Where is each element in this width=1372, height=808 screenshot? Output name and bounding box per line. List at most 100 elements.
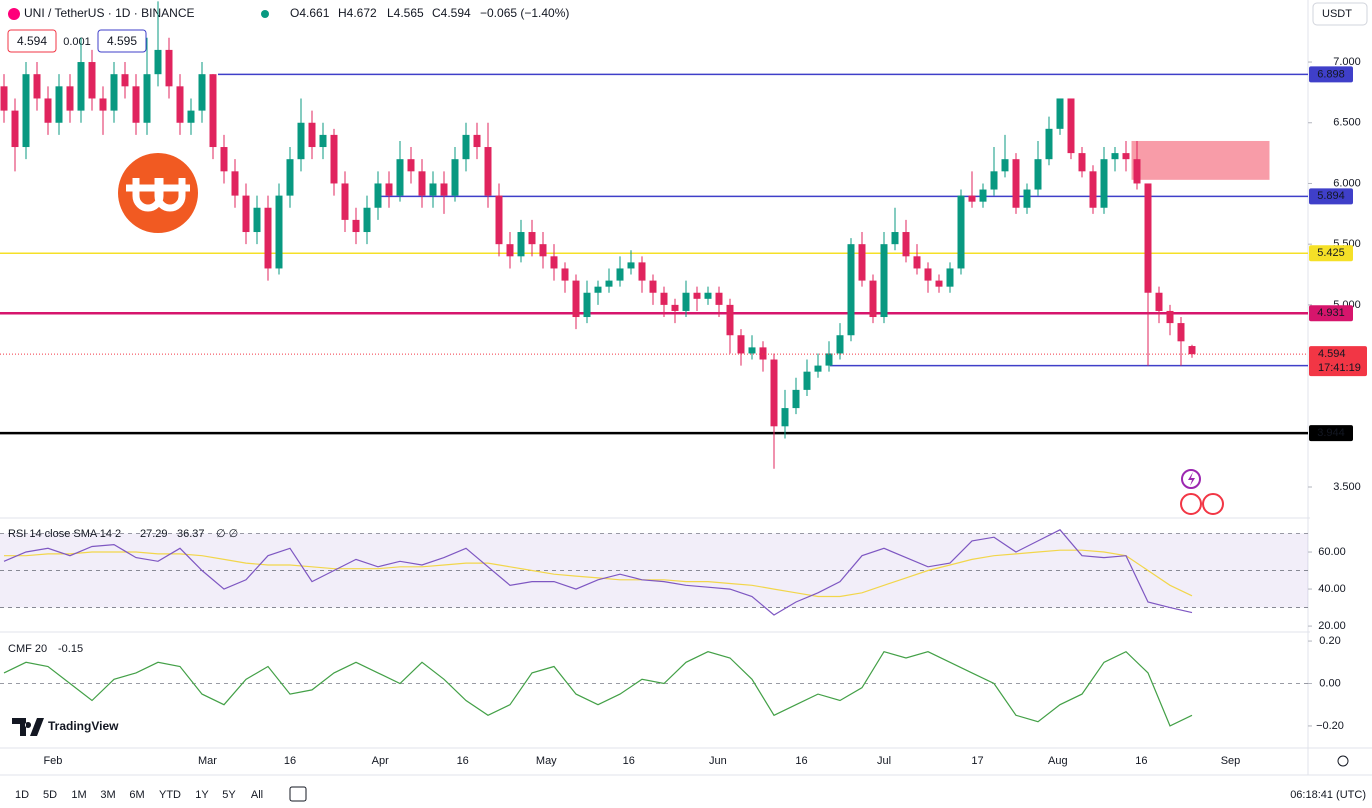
candle-body <box>638 262 646 281</box>
y-tick-label: 60.00 <box>1318 546 1346 558</box>
candle-body <box>143 74 151 123</box>
timeframe-button[interactable]: 5Y <box>222 789 236 801</box>
x-tick-label: Jun <box>709 755 727 767</box>
timeframe-button[interactable]: 1M <box>71 789 86 801</box>
candle-body <box>495 195 503 245</box>
candle-body <box>957 195 965 269</box>
currency-button[interactable] <box>1312 2 1368 26</box>
candle-body <box>1177 323 1185 342</box>
candle-body <box>605 280 613 287</box>
candle-body <box>88 62 96 99</box>
header-value: L4.565 <box>387 6 424 20</box>
candle-body <box>858 244 866 281</box>
price-box[interactable] <box>97 29 147 53</box>
level-label: 5.894 <box>1317 190 1345 202</box>
candle-body <box>792 389 800 409</box>
candle-body <box>396 159 404 196</box>
candle-body <box>319 134 327 148</box>
candle-body <box>440 183 448 196</box>
timeframe-button[interactable]: 1Y <box>195 789 209 801</box>
candle-body <box>0 86 8 111</box>
candle-body <box>616 268 624 281</box>
timeframe-button[interactable]: 3M <box>100 789 115 801</box>
candle-body <box>1188 346 1196 355</box>
candle-body <box>1133 159 1141 184</box>
countdown: 17:41:19 <box>1318 362 1361 374</box>
candle-body <box>429 183 437 196</box>
timeframe-button[interactable]: All <box>251 789 263 801</box>
candle-body <box>583 292 591 318</box>
candle-body <box>132 86 140 123</box>
y-tick-label: 6.000 <box>1333 177 1361 189</box>
candle-body <box>1089 171 1097 208</box>
candle-body <box>935 280 943 287</box>
candle-body <box>1078 153 1086 172</box>
candle-body <box>110 74 118 111</box>
candle-body <box>77 62 85 111</box>
candle-body <box>154 49 162 75</box>
x-tick-label: 16 <box>457 755 469 767</box>
candle-body <box>814 365 822 372</box>
candle-body <box>803 371 811 390</box>
candle-body <box>330 134 338 184</box>
candle-body <box>209 74 217 148</box>
cmf-title: CMF 20 <box>8 643 47 655</box>
candle-body <box>506 244 514 257</box>
timeframe-button[interactable]: 6M <box>129 789 144 801</box>
level-tag <box>1309 425 1353 442</box>
level-tag <box>1309 245 1353 262</box>
candle-body <box>836 335 844 354</box>
y-tick-label: 20.00 <box>1318 620 1346 632</box>
candle-body <box>649 280 657 293</box>
candle-body <box>880 244 888 318</box>
level-label: 6.898 <box>1317 68 1345 80</box>
candle-body <box>363 207 371 233</box>
candle-body <box>462 134 470 160</box>
rsi-sma-line <box>4 549 1193 598</box>
timeframe-button[interactable]: 1D <box>15 789 29 801</box>
x-tick-label: Feb <box>43 755 62 767</box>
candle-body <box>572 280 580 318</box>
rsi-title: RSI 14 close SMA 14 2 <box>8 528 121 540</box>
event-icons <box>1180 469 1224 515</box>
candle-body <box>374 183 382 208</box>
x-tick-label: Apr <box>372 755 389 767</box>
x-tick-label: 16 <box>623 755 635 767</box>
price-box-label: 4.594 <box>17 34 47 48</box>
cmf-value: -0.15 <box>58 643 83 655</box>
candle-body <box>1144 183 1152 293</box>
candle-body <box>1067 98 1075 154</box>
brand-logo <box>118 153 198 233</box>
candle-body <box>1056 98 1064 129</box>
level-label: 3.944 <box>1317 427 1345 439</box>
candle-body <box>1111 153 1119 160</box>
candle-body <box>594 286 602 293</box>
status-dot <box>261 10 269 18</box>
x-tick-label: Jul <box>877 755 891 767</box>
candle-body <box>660 292 668 305</box>
candle-body <box>407 159 415 172</box>
candle-body <box>869 280 877 318</box>
calendar-icon[interactable] <box>289 786 307 802</box>
y-tick-label: 3.500 <box>1333 481 1361 493</box>
candle-body <box>198 74 206 111</box>
symbol-icon <box>8 8 20 20</box>
candle-body <box>770 359 778 427</box>
candle-body <box>737 335 745 354</box>
candle-body <box>451 159 459 196</box>
candle-body <box>781 408 789 427</box>
timeframe-button[interactable]: 5D <box>43 789 57 801</box>
level-tag <box>1309 66 1353 83</box>
candle-body <box>297 122 305 160</box>
settings-icon[interactable] <box>1337 755 1349 767</box>
candle-body <box>1166 310 1174 324</box>
header-value: C4.594 <box>432 6 471 20</box>
currency[interactable]: USDT <box>1322 8 1352 20</box>
timeframe-button[interactable]: YTD <box>159 789 181 801</box>
price-box[interactable] <box>7 29 57 53</box>
level-tag <box>1309 188 1353 205</box>
candle-body <box>473 134 481 148</box>
y-tick-label: 40.00 <box>1318 583 1346 595</box>
candle-body <box>44 98 52 123</box>
